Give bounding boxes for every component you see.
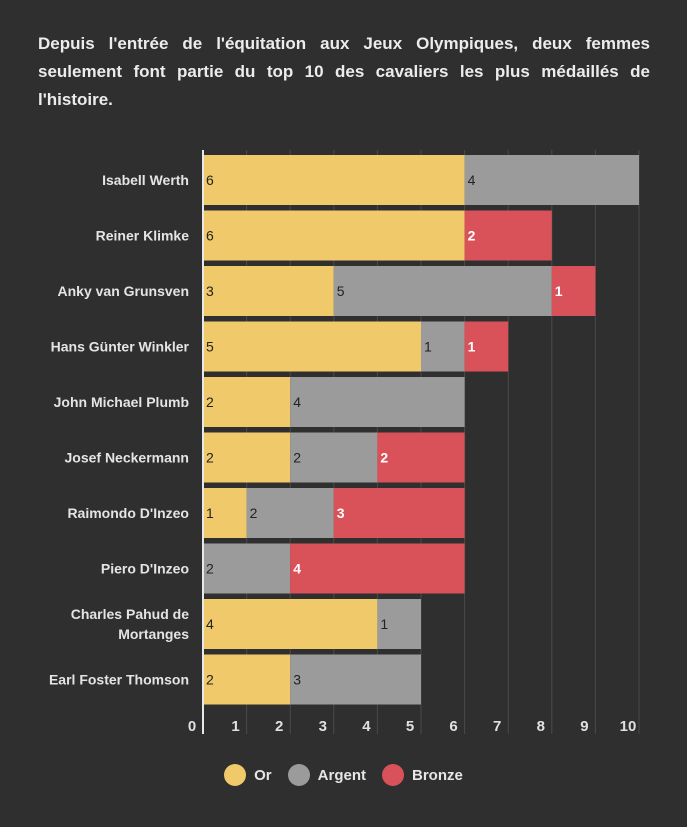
bar-segment-or [203, 210, 465, 261]
bar-value-label: 4 [293, 394, 301, 410]
x-tick-label: 6 [449, 718, 457, 735]
bar-value-label: 2 [380, 450, 388, 466]
bar-segment-or [203, 432, 291, 483]
category-label: Josef Neckermann [64, 450, 189, 466]
bar-segment-argent [290, 377, 465, 427]
chart-title: Depuis l'entrée de l'équitation aux Jeux… [38, 34, 650, 109]
bar-segment-argent [203, 543, 291, 594]
bar-segment-argent [421, 321, 465, 372]
bar-value-label: 2 [206, 672, 214, 688]
x-tick-label: 9 [580, 718, 588, 735]
bar-value-label: 4 [206, 616, 214, 632]
legend-swatch [382, 764, 404, 786]
bar-value-label: 3 [206, 283, 214, 299]
bar-segment-bronze [464, 321, 509, 372]
bar-segment-bronze [333, 488, 465, 538]
bar-segment-or [203, 599, 378, 649]
legend-item-bronze: Bronze [382, 764, 463, 786]
x-tick-label: 3 [319, 718, 327, 735]
x-tick-label: 1 [231, 718, 239, 735]
x-tick-label: 2 [275, 718, 283, 735]
x-tick-label: 7 [493, 718, 501, 735]
bars: 6 4 6 2 3 5 1 5 1 1 2 4 2 2 2 1 2 3 2 4 4 1 2 3 [203, 155, 639, 705]
legend-label: Bronze [412, 766, 463, 784]
x-tick-label: 8 [537, 718, 545, 735]
bar-value-label: 2 [293, 450, 301, 466]
category-label: Charles Pahud de Mortanges [71, 606, 189, 642]
bar-segment-argent [246, 488, 334, 538]
bar-segment-argent [290, 654, 421, 705]
bar-segment-or [203, 654, 291, 705]
x-axis-ticks: 0 1 2 3 4 5 6 7 8 9 10 [188, 718, 637, 735]
x-tick-label: 4 [362, 718, 371, 735]
category-label: Anky van Grunsven [58, 283, 190, 299]
legend-label: Or [254, 766, 272, 784]
bar-segment-or [203, 321, 421, 372]
bar-value-label: 1 [468, 339, 476, 355]
legend-item-or: Or [224, 764, 272, 786]
bar-segment-or [203, 377, 291, 427]
bar-segment-bronze [377, 432, 465, 483]
category-label: Piero D'Inzeo [101, 561, 189, 577]
category-label: Reiner Klimke [96, 228, 190, 244]
category-labels: Isabell Werth Reiner Klimke Anky van Gruns… [49, 172, 190, 688]
category-label: Hans Günter Winkler [51, 339, 190, 355]
bar-value-label: 3 [293, 672, 301, 688]
bar-value-label: 5 [337, 283, 345, 299]
bar-segment-argent [377, 599, 421, 649]
bar-value-label: 2 [206, 394, 214, 410]
category-label: Earl Foster Thomson [49, 672, 189, 688]
legend-item-argent: Argent [287, 764, 366, 786]
legend-swatch [287, 764, 310, 786]
bar-value-label: 2 [468, 228, 476, 244]
bar-value-label: 1 [206, 505, 214, 521]
bar-segment-or [203, 488, 247, 538]
bar-value-label: 1 [380, 616, 388, 632]
bar-segment-argent [333, 266, 552, 316]
bar-value-label: 6 [206, 228, 214, 244]
category-label: Raimondo D'Inzeo [67, 505, 189, 521]
legend: Or Argent Bronze [0, 764, 687, 786]
bar-value-label: 1 [424, 339, 432, 355]
bar-value-label: 5 [206, 339, 214, 355]
x-tick-label: 0 [188, 718, 196, 735]
bar-segment-bronze [464, 210, 552, 261]
x-tick-label: 5 [406, 718, 414, 735]
stacked-bar-chart: 6 4 6 2 3 5 1 5 1 1 2 4 2 2 2 1 2 3 2 4 4 1 2 3 Isabell Werth Re… [49, 150, 640, 735]
bar-value-label: 3 [337, 505, 345, 521]
legend-label: Argent [317, 766, 366, 784]
bar-value-label: 1 [555, 283, 563, 299]
bar-value-label: 4 [293, 561, 301, 577]
bar-value-label: 4 [468, 172, 476, 188]
bar-value-label: 2 [250, 505, 258, 521]
bar-value-label: 6 [206, 172, 214, 188]
category-label: Isabell Werth [102, 172, 189, 188]
bar-value-label: 2 [206, 450, 214, 466]
bar-segment-argent [290, 432, 378, 483]
category-label: John Michael Plumb [54, 394, 189, 410]
bar-value-label: 2 [206, 561, 214, 577]
bar-segment-or [203, 155, 465, 205]
bar-segment-bronze [290, 543, 465, 594]
bar-segment-argent [464, 155, 639, 205]
bar-segment-or [203, 266, 334, 316]
legend-swatch [224, 764, 247, 786]
x-tick-label: 10 [620, 718, 637, 735]
bar-segment-bronze [551, 266, 596, 316]
